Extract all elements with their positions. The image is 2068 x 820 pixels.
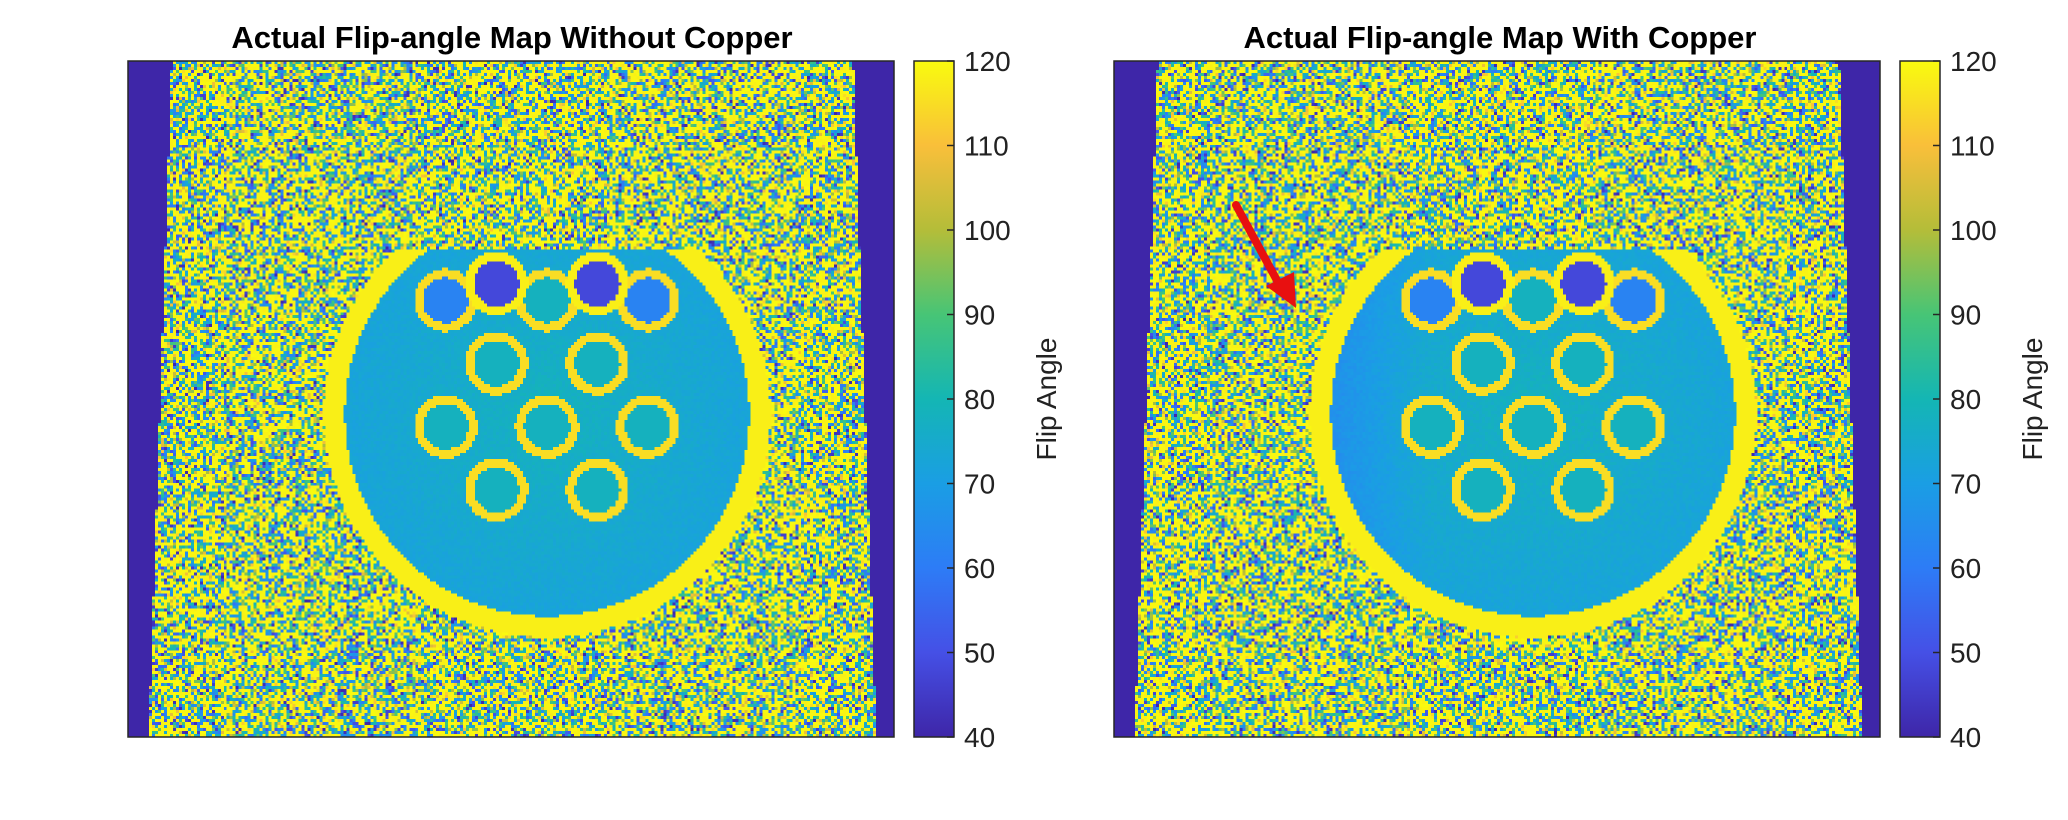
colorbar-ticks: 40 50 60 70 80 90 100 110 120 — [1933, 46, 1997, 753]
colorbar-tick-label: 40 — [1950, 722, 1981, 753]
colorbar-tick-label: 110 — [1950, 131, 1995, 162]
colorbar-tick-label: 100 — [1950, 215, 1997, 246]
colorbar-tick-label: 120 — [964, 46, 1011, 77]
colorbar-tick-label: 60 — [1950, 553, 1981, 584]
panel-without-copper: Actual Flip-angle Map Without Copper 40 5… — [127, 20, 1062, 753]
colorbar-ticks: 40 50 60 70 80 90 100 110 120 — [947, 46, 1011, 753]
colorbar-tick-label: 50 — [964, 638, 995, 669]
colorbar-tick-label: 80 — [964, 384, 995, 415]
chart-title: Actual Flip-angle Map With Copper — [1244, 20, 1757, 55]
colorbar-tick-label: 60 — [964, 553, 995, 584]
colorbar-tick-label: 50 — [1950, 638, 1981, 669]
colorbar: 40 50 60 70 80 90 100 110 120 Flip Angle — [1899, 46, 2048, 753]
colorbar-label: Flip Angle — [2017, 338, 2048, 461]
arrow-head — [1266, 272, 1296, 308]
flip-angle-map — [128, 61, 894, 737]
heatmap-image — [1113, 60, 1881, 738]
chart-title: Actual Flip-angle Map Without Copper — [231, 20, 792, 55]
colorbar-label: Flip Angle — [1031, 338, 1062, 461]
colorbar-tick-label: 40 — [964, 722, 995, 753]
colorbar-tick-label: 120 — [1950, 46, 1997, 77]
colorbar-tick-label: 70 — [964, 469, 995, 500]
colorbar-tick-label: 100 — [964, 215, 1011, 246]
colorbar-tick-label: 110 — [964, 131, 1009, 162]
colorbar-tick-label: 70 — [1950, 469, 1981, 500]
panel-with-copper: Actual Flip-angle Map With Copper 40 50 60… — [1113, 20, 2048, 753]
red-arrow-annotation — [1232, 201, 1296, 308]
plot-frame — [1113, 60, 1881, 738]
colorbar: 40 50 60 70 80 90 100 110 120 Flip Angle — [913, 46, 1062, 753]
heatmap-image — [127, 60, 895, 738]
colorbar-tick-label: 90 — [1950, 300, 1981, 331]
flip-angle-map — [1114, 61, 1880, 737]
colorbar-tick-label: 80 — [1950, 384, 1981, 415]
plot-frame — [127, 60, 895, 738]
arrow-shaft — [1232, 201, 1284, 290]
colorbar-tick-label: 90 — [964, 300, 995, 331]
